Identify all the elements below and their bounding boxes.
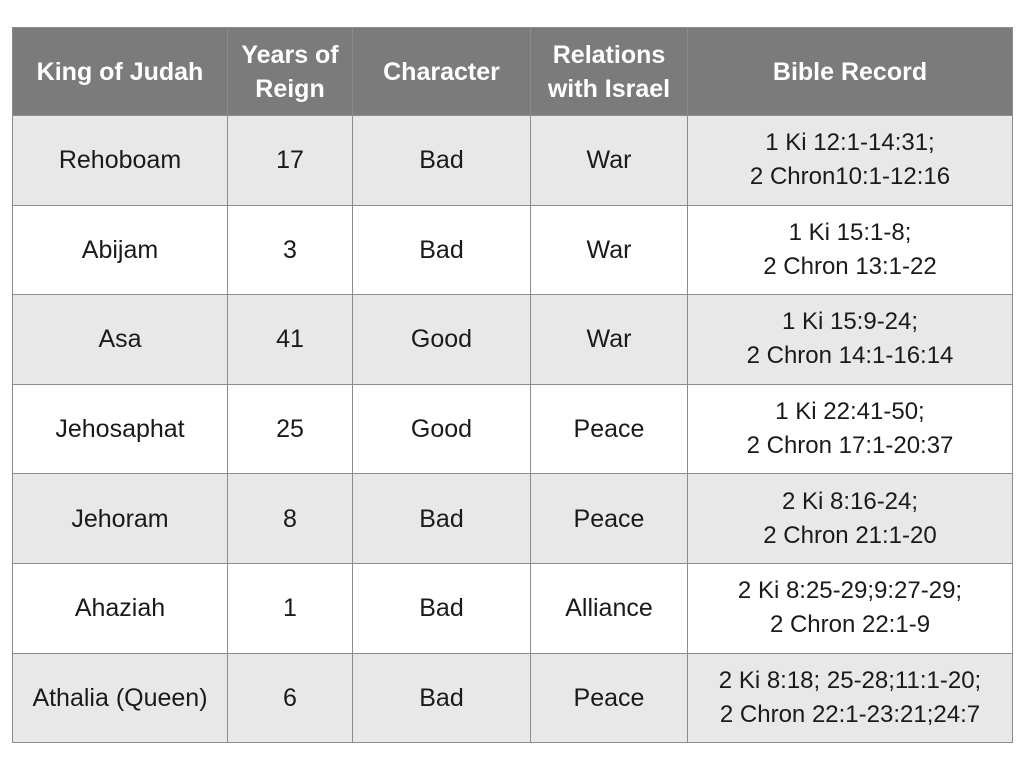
cell-record: 2 Ki 8:25-29;9:27-29; 2 Chron 22:1-9 bbox=[687, 562, 1013, 654]
record-line-1: 1 Ki 15:1-8; bbox=[788, 218, 912, 246]
header-row: King of Judah Years of Reign Character R… bbox=[12, 27, 1013, 116]
cell-years: 25 bbox=[227, 383, 353, 475]
record-line-1: 2 Ki 8:16-24; bbox=[781, 487, 919, 515]
header-years: Years of Reign bbox=[227, 27, 353, 116]
cell-relations: War bbox=[530, 115, 688, 206]
header-years-line-1: Years of bbox=[241, 40, 339, 69]
table-row: Jehosaphat 25 Good Peace 1 Ki 22:41-50; … bbox=[12, 383, 1013, 475]
cell-relations: Peace bbox=[530, 652, 688, 744]
cell-years: 17 bbox=[227, 115, 353, 206]
header-years-line-2: Reign bbox=[255, 74, 325, 103]
cell-record: 1 Ki 12:1-14:31; 2 Chron10:1-12:16 bbox=[687, 115, 1013, 206]
cell-character: Good bbox=[352, 294, 531, 385]
table-row: Rehoboam 17 Bad War 1 Ki 12:1-14:31; 2 C… bbox=[12, 115, 1013, 206]
record-line-2: 2 Chron 14:1-16:14 bbox=[746, 342, 954, 370]
header-relations-line-1: Relations bbox=[552, 40, 666, 69]
cell-character: Bad bbox=[352, 652, 531, 744]
cell-king: Ahaziah bbox=[12, 562, 228, 654]
cell-relations: Peace bbox=[530, 383, 688, 475]
cell-character: Good bbox=[352, 383, 531, 475]
record-line-2: 2 Chron 21:1-20 bbox=[763, 521, 937, 549]
cell-relations: Peace bbox=[530, 473, 688, 564]
cell-character: Bad bbox=[352, 562, 531, 654]
cell-relations: War bbox=[530, 204, 688, 296]
record-line-2: 2 Chron 22:1-9 bbox=[769, 611, 931, 639]
cell-king: Athalia (Queen) bbox=[12, 652, 228, 744]
cell-character: Bad bbox=[352, 473, 531, 564]
cell-character: Bad bbox=[352, 115, 531, 206]
header-record: Bible Record bbox=[687, 27, 1013, 116]
cell-years: 3 bbox=[227, 204, 353, 296]
cell-character: Bad bbox=[352, 204, 531, 296]
cell-record: 1 Ki 22:41-50; 2 Chron 17:1-20:37 bbox=[687, 383, 1013, 475]
table-row: Abijam 3 Bad War 1 Ki 15:1-8; 2 Chron 13… bbox=[12, 204, 1013, 296]
cell-record: 2 Ki 8:16-24; 2 Chron 21:1-20 bbox=[687, 473, 1013, 564]
record-line-2: 2 Chron10:1-12:16 bbox=[749, 163, 951, 191]
record-line-1: 1 Ki 12:1-14:31; bbox=[765, 129, 935, 157]
cell-years: 1 bbox=[227, 562, 353, 654]
header-record-line: Bible Record bbox=[772, 57, 928, 86]
record-line-1: 2 Ki 8:25-29;9:27-29; bbox=[737, 577, 963, 605]
header-relations: Relations with Israel bbox=[530, 27, 688, 116]
record-line-1: 1 Ki 22:41-50; bbox=[775, 398, 925, 426]
table-row: Jehoram 8 Bad Peace 2 Ki 8:16-24; 2 Chro… bbox=[12, 473, 1013, 564]
header-character-line: Character bbox=[383, 57, 500, 86]
record-line-1: 2 Ki 8:18; 25-28;11:1-20; bbox=[718, 666, 982, 694]
cell-years: 6 bbox=[227, 652, 353, 744]
cell-relations: Alliance bbox=[530, 562, 688, 654]
cell-record: 2 Ki 8:18; 25-28;11:1-20; 2 Chron 22:1-2… bbox=[687, 652, 1013, 744]
table-row: Asa 41 Good War 1 Ki 15:9-24; 2 Chron 14… bbox=[12, 294, 1013, 385]
header-king: King of Judah bbox=[12, 27, 228, 116]
cell-king: Rehoboam bbox=[12, 115, 228, 206]
header-character: Character bbox=[352, 27, 531, 116]
cell-relations: War bbox=[530, 294, 688, 385]
cell-king: Jehoram bbox=[12, 473, 228, 564]
record-line-2: 2 Chron 22:1-23:21;24:7 bbox=[719, 700, 981, 728]
record-line-2: 2 Chron 13:1-22 bbox=[763, 252, 937, 280]
cell-king: Abijam bbox=[12, 204, 228, 296]
record-line-2: 2 Chron 17:1-20:37 bbox=[746, 432, 954, 460]
kings-of-judah-table: King of Judah Years of Reign Character R… bbox=[12, 27, 1013, 744]
header-relations-line-2: with Israel bbox=[547, 74, 671, 103]
cell-record: 1 Ki 15:9-24; 2 Chron 14:1-16:14 bbox=[687, 294, 1013, 385]
cell-king: Jehosaphat bbox=[12, 383, 228, 475]
table-row: Ahaziah 1 Bad Alliance 2 Ki 8:25-29;9:27… bbox=[12, 562, 1013, 654]
header-king-line: King of Judah bbox=[36, 57, 204, 86]
record-line-1: 1 Ki 15:9-24; bbox=[781, 308, 919, 336]
cell-years: 41 bbox=[227, 294, 353, 385]
cell-record: 1 Ki 15:1-8; 2 Chron 13:1-22 bbox=[687, 204, 1013, 296]
cell-king: Asa bbox=[12, 294, 228, 385]
kings-table-container: King of Judah Years of Reign Character R… bbox=[12, 27, 1013, 744]
table-row: Athalia (Queen) 6 Bad Peace 2 Ki 8:18; 2… bbox=[12, 652, 1013, 744]
cell-years: 8 bbox=[227, 473, 353, 564]
